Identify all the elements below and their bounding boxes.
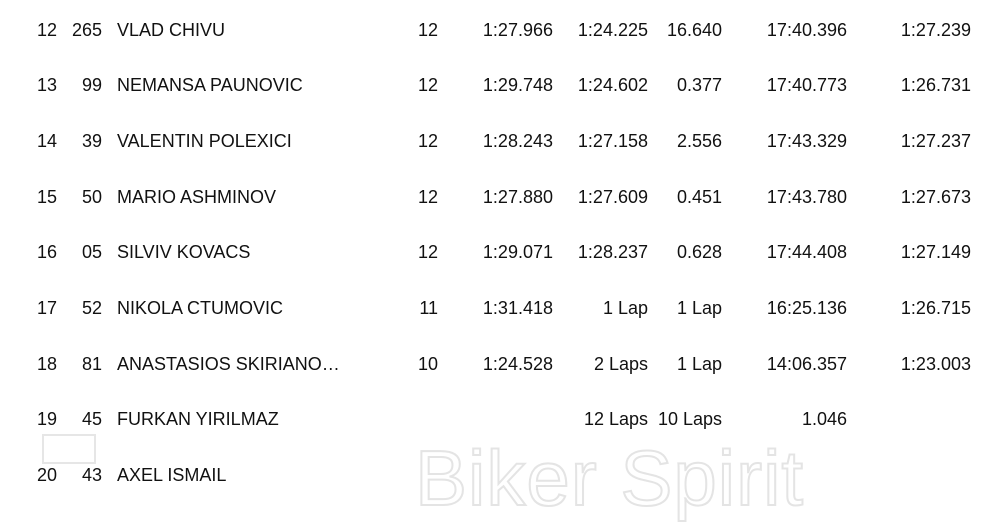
cell-name: VALENTIN POLEXICI [117, 131, 292, 151]
cell-num: 39 [81, 131, 102, 151]
cell-laps: 12 [417, 242, 438, 262]
biker-spirit-watermark: Biker Spirit [414, 433, 805, 523]
cell-gap: 0.628 [676, 242, 722, 262]
cell-t1: 1:31.418 [482, 298, 553, 318]
cell-best: 1:27.239 [900, 20, 971, 40]
cell-pos: 19 [36, 409, 57, 429]
table-row: 17 52 NIKOLA CTUMOVIC 11 1:31.418 1 Lap 1 Lap 1… [0, 296, 1000, 320]
cell-gap: 2.556 [676, 131, 722, 151]
cell-pos: 18 [36, 354, 57, 374]
cell-laps: 12 [417, 187, 438, 207]
cell-best: 1:27.237 [900, 131, 971, 151]
cell-pos: 17 [36, 298, 57, 318]
cell-pos: 15 [36, 187, 57, 207]
cell-best: 1:26.731 [900, 75, 971, 95]
cell-t1: 1:27.966 [482, 20, 553, 40]
cell-num: 265 [71, 20, 102, 40]
cell-total: 17:44.408 [766, 242, 847, 262]
cell-total: 17:40.396 [766, 20, 847, 40]
table-row: 18 81 ANASTASIOS SKIRIANO… 10 1:24.528 2 Laps… [0, 352, 1000, 376]
cell-num: 05 [81, 242, 102, 262]
cell-gap: 0.377 [676, 75, 722, 95]
cell-t1: 1:27.880 [482, 187, 553, 207]
cell-laps: 12 [417, 20, 438, 40]
table-row: 12 265 VLAD CHIVU 12 1:27.966 1:24.225 16.640 1… [0, 18, 1000, 42]
cell-num: 45 [81, 409, 102, 429]
cell-pos: 14 [36, 131, 57, 151]
table-row: 19 45 FURKAN YIRILMAZ 12 Laps 10 Laps 1.046 [0, 407, 1000, 431]
cell-best: 1:27.149 [900, 242, 971, 262]
cell-t1: 1:28.243 [482, 131, 553, 151]
cell-name: NIKOLA CTUMOVIC [117, 298, 284, 318]
cell-t2: 1:24.602 [577, 75, 648, 95]
cell-pos: 13 [36, 75, 57, 95]
cell-t2: 2 Laps [593, 354, 648, 374]
table-row: 14 39 VALENTIN POLEXICI 12 1:28.243 1:27.158 2… [0, 129, 1000, 153]
cell-name: NEMANSA PAUNOVIC [117, 75, 303, 95]
cell-laps: 11 [419, 298, 438, 318]
cell-t2: 1:24.225 [577, 20, 648, 40]
cell-pos: 16 [36, 242, 57, 262]
cell-t2: 1 Lap [602, 298, 648, 318]
cell-t2: 1:27.158 [577, 131, 648, 151]
cell-t2: 12 Laps [583, 409, 648, 429]
cell-num: 99 [81, 75, 102, 95]
cell-total: 17:43.780 [766, 187, 847, 207]
cell-t2: 1:27.609 [577, 187, 648, 207]
cell-num: 81 [81, 354, 102, 374]
cell-t1: 1:29.748 [482, 75, 553, 95]
cell-name: AXEL ISMAIL [117, 465, 227, 485]
table-row: 15 50 MARIO ASHMINOV 12 1:27.880 1:27.609 0.45… [0, 185, 1000, 209]
cell-name: VLAD CHIVU [117, 20, 226, 40]
cell-total: 17:40.773 [766, 75, 847, 95]
cell-total: 1.046 [801, 409, 847, 429]
cell-t2: 1:28.237 [577, 242, 648, 262]
cell-total: 17:43.329 [766, 131, 847, 151]
cell-t1: 1:29.071 [482, 242, 553, 262]
cell-best: 1:26.715 [900, 298, 971, 318]
cell-num: 52 [81, 298, 102, 318]
cell-laps: 12 [417, 75, 438, 95]
cell-name: SILVIV KOVACS [117, 242, 251, 262]
cell-best: 1:27.673 [900, 187, 971, 207]
cell-total: 14:06.357 [766, 354, 847, 374]
cell-num: 43 [81, 465, 102, 485]
table-row: 16 05 SILVIV KOVACS 12 1:29.071 1:28.237 0.628… [0, 240, 1000, 264]
cell-gap: 1 Lap [676, 354, 722, 374]
cell-num: 50 [81, 187, 102, 207]
cell-name: ANASTASIOS SKIRIANO… [117, 354, 340, 374]
cell-gap: 10 Laps [657, 409, 722, 429]
table-row: 13 99 NEMANSA PAUNOVIC 12 1:29.748 1:24.602 0.… [0, 73, 1000, 97]
cell-laps: 12 [417, 131, 438, 151]
cell-gap: 1 Lap [676, 298, 722, 318]
table-row: 20 43 AXEL ISMAIL [0, 463, 1000, 487]
bs-logo-watermark [42, 434, 96, 464]
cell-t1: 1:24.528 [482, 354, 553, 374]
cell-gap: 0.451 [676, 187, 722, 207]
cell-gap: 16.640 [666, 20, 722, 40]
cell-total: 16:25.136 [766, 298, 847, 318]
cell-pos: 20 [36, 465, 57, 485]
cell-name: MARIO ASHMINOV [117, 187, 277, 207]
cell-best: 1:23.003 [900, 354, 971, 374]
cell-laps: 10 [417, 354, 438, 374]
cell-pos: 12 [36, 20, 57, 40]
cell-name: FURKAN YIRILMAZ [117, 409, 279, 429]
